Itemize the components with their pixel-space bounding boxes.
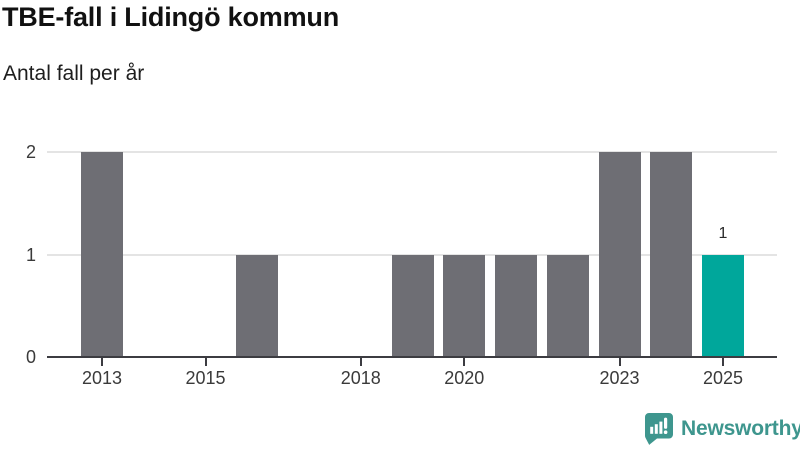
x-tick-label-2023: 2023: [599, 368, 640, 388]
x-tick-2023: [618, 358, 621, 366]
bar-2019: [391, 254, 434, 357]
y-tick-label-2: 2: [25, 142, 36, 162]
x-axis-line: [47, 355, 777, 358]
bar-2025: [702, 254, 744, 357]
chart-title: TBE-fall i Lidingö kommun: [2, 2, 339, 32]
y-tick-label-0: 0: [25, 347, 36, 367]
bar-value-label-2025: 1: [718, 224, 728, 242]
bar-2023: [598, 152, 641, 357]
x-tick-label-2020: 2020: [444, 368, 485, 388]
brand-logo: Newsworthy: [644, 412, 800, 445]
x-tick-2018: [359, 358, 362, 366]
bar-2020: [443, 254, 486, 357]
x-tick-label-2015: 2015: [185, 368, 226, 388]
y-tick-label-1: 1: [25, 245, 36, 265]
bar-2016: [236, 254, 279, 357]
x-tick-2015: [204, 358, 207, 366]
bar-2022: [546, 254, 589, 357]
x-tick-2013: [101, 358, 103, 366]
x-tick-2025: [722, 358, 724, 366]
x-tick-label-2013: 2013: [81, 368, 123, 388]
brand-name: Newsworthy: [681, 416, 800, 440]
x-tick-label-2018: 2018: [340, 368, 381, 388]
bar-2024: [650, 152, 693, 357]
newsworthy-logo-icon: [644, 413, 673, 445]
gridline-y-2: [47, 151, 777, 153]
bar-2013: [81, 152, 123, 357]
x-tick-label-2025: 2025: [702, 368, 744, 388]
chart-subtitle: Antal fall per år: [3, 62, 145, 85]
bar-2021: [495, 254, 537, 357]
x-tick-2020: [463, 358, 466, 366]
